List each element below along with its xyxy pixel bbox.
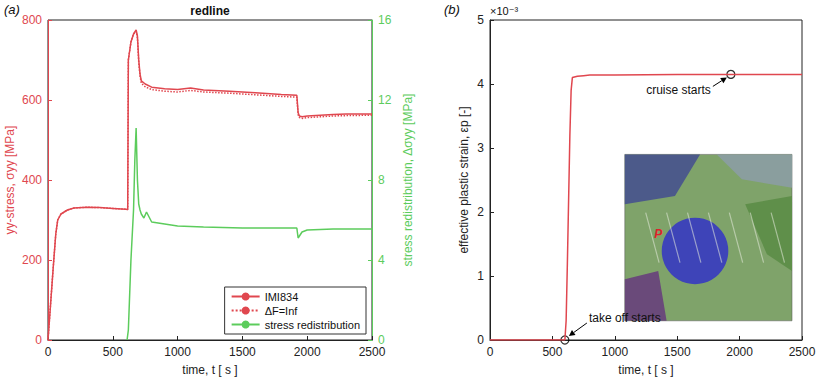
svg-text:500: 500 xyxy=(542,345,562,359)
svg-text:800: 800 xyxy=(22,13,42,27)
svg-text:take off starts: take off starts xyxy=(589,311,661,325)
svg-text:redline: redline xyxy=(190,4,230,18)
svg-text:1000: 1000 xyxy=(164,345,191,359)
svg-text:1000: 1000 xyxy=(601,345,628,359)
svg-text:P: P xyxy=(654,227,663,241)
svg-text:2500: 2500 xyxy=(359,345,386,359)
svg-text:8: 8 xyxy=(378,173,385,187)
svg-text:2500: 2500 xyxy=(789,345,816,359)
svg-text:stress redistribution, Δσyy [M: stress redistribution, Δσyy [MPa] xyxy=(401,94,415,267)
svg-text:16: 16 xyxy=(378,13,392,27)
svg-text:2000: 2000 xyxy=(294,345,321,359)
svg-text:IMI834: IMI834 xyxy=(265,291,299,303)
svg-text:0: 0 xyxy=(487,345,494,359)
svg-text:400: 400 xyxy=(22,173,42,187)
svg-text:×10⁻³: ×10⁻³ xyxy=(490,5,518,17)
svg-text:2: 2 xyxy=(477,205,484,219)
svg-text:0: 0 xyxy=(477,333,484,347)
svg-text:yy-stress, σyy [MPa]: yy-stress, σyy [MPa] xyxy=(3,126,17,235)
svg-text:0: 0 xyxy=(45,345,52,359)
svg-text:1: 1 xyxy=(477,269,484,283)
svg-text:stress redistribution: stress redistribution xyxy=(265,319,360,331)
svg-text:4: 4 xyxy=(378,253,385,267)
svg-text:effective plastic strain, εp [: effective plastic strain, εp [-] xyxy=(457,106,471,253)
svg-text:ΔF=Inf: ΔF=Inf xyxy=(265,305,299,317)
svg-text:(b): (b) xyxy=(444,2,460,17)
svg-text:3: 3 xyxy=(477,141,484,155)
svg-text:time, t [ s ]: time, t [ s ] xyxy=(182,363,237,377)
svg-text:cruise starts: cruise starts xyxy=(646,83,711,97)
svg-text:2000: 2000 xyxy=(726,345,753,359)
svg-text:(a): (a) xyxy=(4,2,20,17)
svg-text:600: 600 xyxy=(22,93,42,107)
svg-text:4: 4 xyxy=(477,77,484,91)
svg-text:500: 500 xyxy=(103,345,123,359)
svg-text:time, t [ s ]: time, t [ s ] xyxy=(618,363,673,377)
svg-text:200: 200 xyxy=(22,253,42,267)
svg-text:12: 12 xyxy=(378,93,392,107)
svg-text:1500: 1500 xyxy=(229,345,256,359)
svg-text:0: 0 xyxy=(378,333,385,347)
svg-text:0: 0 xyxy=(35,333,42,347)
svg-text:5: 5 xyxy=(477,13,484,27)
svg-text:1500: 1500 xyxy=(664,345,691,359)
